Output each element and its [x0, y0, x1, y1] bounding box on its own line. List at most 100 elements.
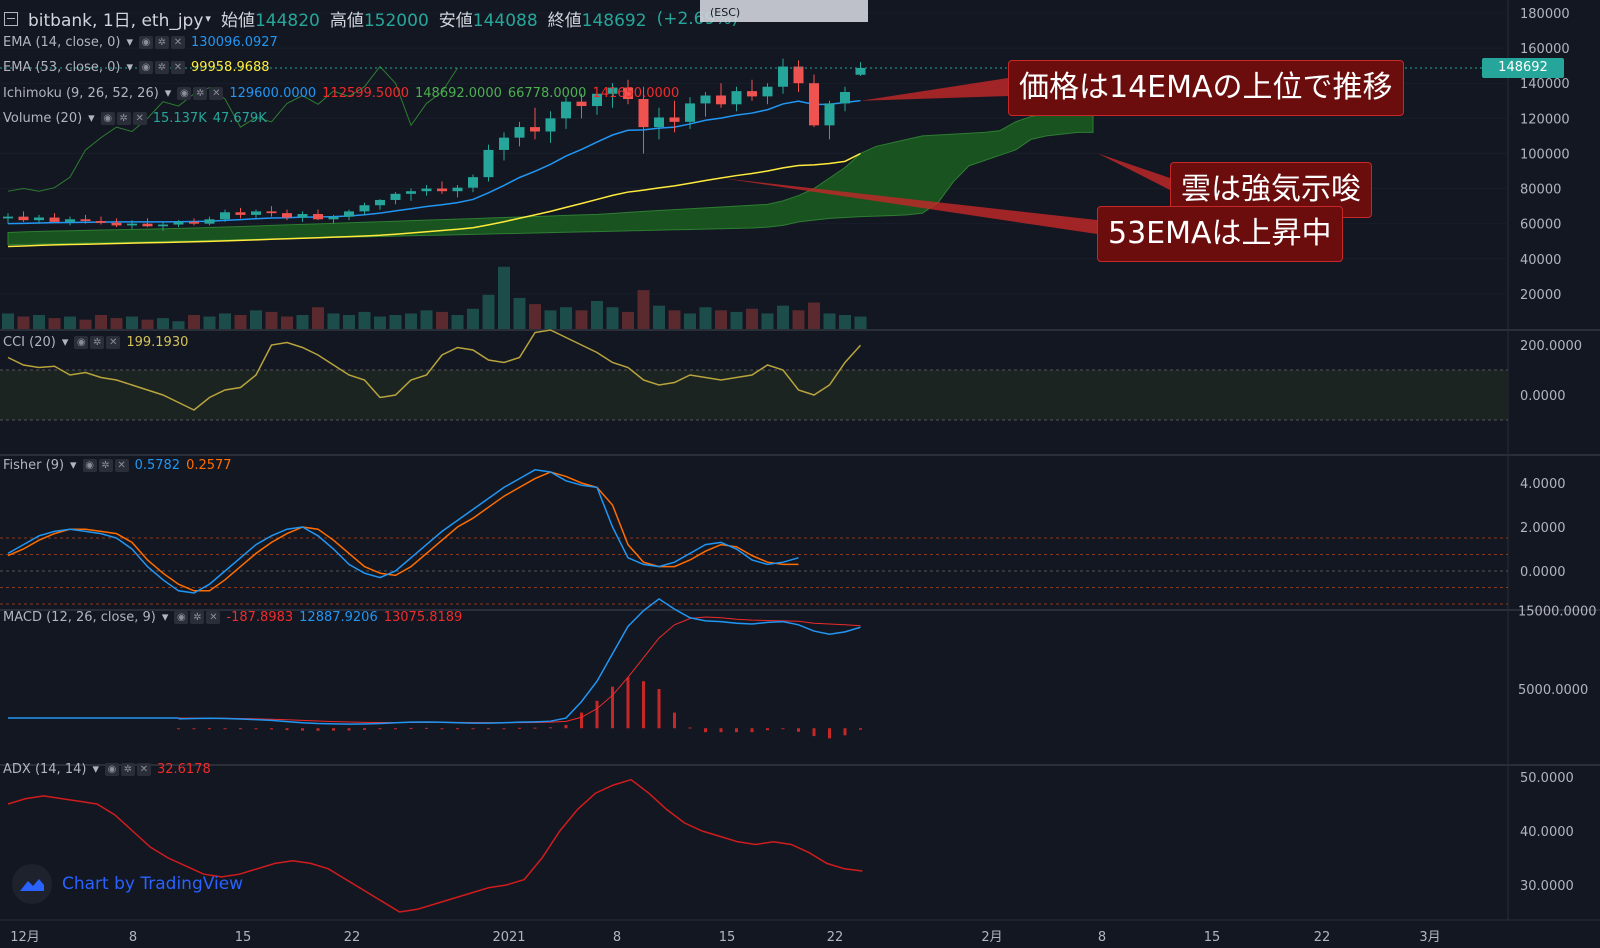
time-tick-label: 22 — [344, 930, 361, 945]
adx-tick-label: 50.0000 — [1520, 771, 1574, 786]
chevron-down-icon[interactable]: ▾ — [126, 35, 133, 50]
volume-bar — [622, 311, 634, 329]
legend-ichimoku[interactable]: Ichimoku (9, 26, 52, 26) ▾ ◉ ✲ ✕ 129600.000… — [3, 86, 679, 101]
close-icon[interactable]: ✕ — [209, 87, 224, 100]
macd-line — [178, 598, 861, 725]
chevron-down-icon[interactable]: ▾ — [61, 335, 69, 350]
gear-icon[interactable]: ✲ — [190, 611, 205, 624]
close-icon[interactable]: ✕ — [170, 61, 185, 74]
volume-bar — [715, 310, 727, 329]
eye-icon[interactable]: ◉ — [174, 611, 189, 624]
symbol-title[interactable]: bitbank, 1日, eth_jpy — [28, 11, 204, 31]
volume-bar — [420, 310, 433, 329]
legend-controls[interactable]: ◉ ✲ ✕ — [174, 611, 221, 624]
eye-icon[interactable]: ◉ — [82, 459, 97, 472]
macd-histogram-bar — [518, 727, 521, 729]
macd-histogram-bar — [797, 728, 800, 732]
legend-macd[interactable]: MACD (12, 26, close, 9) ▾ ◉ ✲ ✕ -187.8983 1… — [3, 610, 462, 625]
volume-bar — [436, 311, 448, 329]
gear-icon[interactable]: ✲ — [116, 112, 131, 125]
gear-icon[interactable]: ✲ — [120, 763, 135, 776]
annotation-ema53[interactable]: 53EMAは上昇中 — [1097, 206, 1343, 262]
candle-body — [700, 95, 711, 104]
candle-body — [793, 66, 804, 84]
macd-histogram-bar — [487, 728, 490, 730]
volume-v1: 15.137K — [152, 111, 207, 126]
macd-histogram-bar — [223, 728, 227, 730]
macd-tick-label: 15000.0000 — [1518, 605, 1597, 620]
legend-controls[interactable]: ◉ ✲ ✕ — [82, 459, 129, 472]
legend-controls[interactable]: ◉ ✲ ✕ — [100, 112, 147, 125]
macd-histogram-bar — [533, 727, 537, 729]
minus-square-icon[interactable] — [4, 11, 18, 26]
volume-bar — [653, 305, 665, 329]
legend-controls[interactable]: ◉ ✲ ✕ — [138, 61, 185, 74]
candle-body — [3, 216, 13, 219]
close-icon[interactable]: ✕ — [106, 336, 121, 349]
legend-ema53[interactable]: EMA (53, close, 0) ▾ ◉ ✲ ✕ 99958.9688 — [3, 60, 270, 75]
gear-icon[interactable]: ✲ — [154, 36, 169, 49]
chevron-down-icon[interactable]: ▾ — [70, 458, 77, 473]
gear-icon[interactable]: ✲ — [154, 61, 169, 74]
chevron-down-icon[interactable]: ▾ — [88, 111, 95, 126]
candle-body — [561, 101, 571, 119]
legend-controls[interactable]: ◉ ✲ ✕ — [177, 87, 224, 100]
eye-icon[interactable]: ◉ — [74, 336, 89, 349]
price-tick-label: 100000 — [1520, 147, 1570, 162]
legend-fisher[interactable]: Fisher (9) ▾ ◉ ✲ ✕ 0.5782 0.2577 — [3, 458, 232, 473]
gear-icon[interactable]: ✲ — [193, 87, 208, 100]
candle-body — [452, 187, 463, 192]
adx-label: ADX (14, 14) — [3, 762, 87, 777]
ema14-line — [7, 99, 861, 225]
volume-bar — [761, 313, 774, 329]
chevron-down-icon[interactable]: ▾ — [126, 60, 133, 75]
candle-body — [34, 217, 44, 221]
macd-v1: -187.8983 — [226, 610, 294, 625]
volume-bar — [792, 310, 805, 329]
legend-adx[interactable]: ADX (14, 14) ▾ ◉ ✲ ✕ 32.6178 — [3, 762, 211, 777]
price-tick-label: 140000 — [1520, 77, 1570, 92]
legend-cci[interactable]: CCI (20) ▾ ◉ ✲ ✕ 199.1930 — [3, 335, 188, 350]
legend-controls[interactable]: ◉ ✲ ✕ — [74, 336, 121, 349]
fisher-trigger-line — [7, 471, 799, 592]
annotation-ema14[interactable]: 価格は14EMAの上位で推移 — [1008, 60, 1404, 116]
eye-icon[interactable]: ◉ — [138, 36, 153, 49]
volume-bar — [451, 315, 464, 329]
volume-bar — [296, 315, 309, 329]
price-tick-label: 160000 — [1520, 42, 1570, 57]
close-icon[interactable]: ✕ — [136, 763, 151, 776]
close-icon[interactable]: ✕ — [206, 611, 221, 624]
candle-body — [778, 66, 788, 87]
macd-histogram-bar — [828, 728, 831, 739]
price-tick-label: 120000 — [1520, 112, 1570, 127]
close-icon[interactable]: ✕ — [170, 36, 185, 49]
eye-icon[interactable]: ◉ — [100, 112, 115, 125]
close-icon[interactable]: ✕ — [114, 459, 129, 472]
macd-histogram-bar — [177, 728, 180, 730]
eye-icon[interactable]: ◉ — [104, 763, 119, 776]
tradingview-branding[interactable]: Chart by TradingView — [12, 864, 243, 904]
time-tick-label: 15 — [235, 930, 252, 945]
candle-body — [731, 91, 742, 105]
chevron-down-icon[interactable]: ▾ — [161, 610, 169, 625]
macd-histogram-bar — [332, 728, 335, 731]
close-icon[interactable]: ✕ — [132, 112, 147, 125]
chevron-down-icon[interactable]: ▾ — [164, 86, 172, 101]
candle-body — [483, 149, 494, 178]
macd-histogram-bar — [208, 728, 211, 730]
eye-icon[interactable]: ◉ — [138, 61, 153, 74]
legend-controls[interactable]: ◉ ✲ ✕ — [138, 36, 185, 49]
macd-histogram-bar — [378, 728, 382, 730]
legend-ema14[interactable]: EMA (14, close, 0) ▾ ◉ ✲ ✕ 130096.0927 — [3, 35, 278, 50]
gear-icon[interactable]: ✲ — [98, 459, 113, 472]
candle-body — [437, 188, 447, 192]
chevron-down-icon[interactable]: ▾ — [205, 12, 211, 25]
gear-icon[interactable]: ✲ — [90, 336, 105, 349]
volume-bar — [172, 321, 185, 329]
eye-icon[interactable]: ◉ — [177, 87, 192, 100]
legend-volume[interactable]: Volume (20) ▾ ◉ ✲ ✕ 15.137K 47.679K — [3, 111, 267, 126]
macd-histogram-bar — [766, 728, 769, 731]
legend-controls[interactable]: ◉ ✲ ✕ — [104, 763, 151, 776]
chevron-down-icon[interactable]: ▾ — [92, 762, 99, 777]
